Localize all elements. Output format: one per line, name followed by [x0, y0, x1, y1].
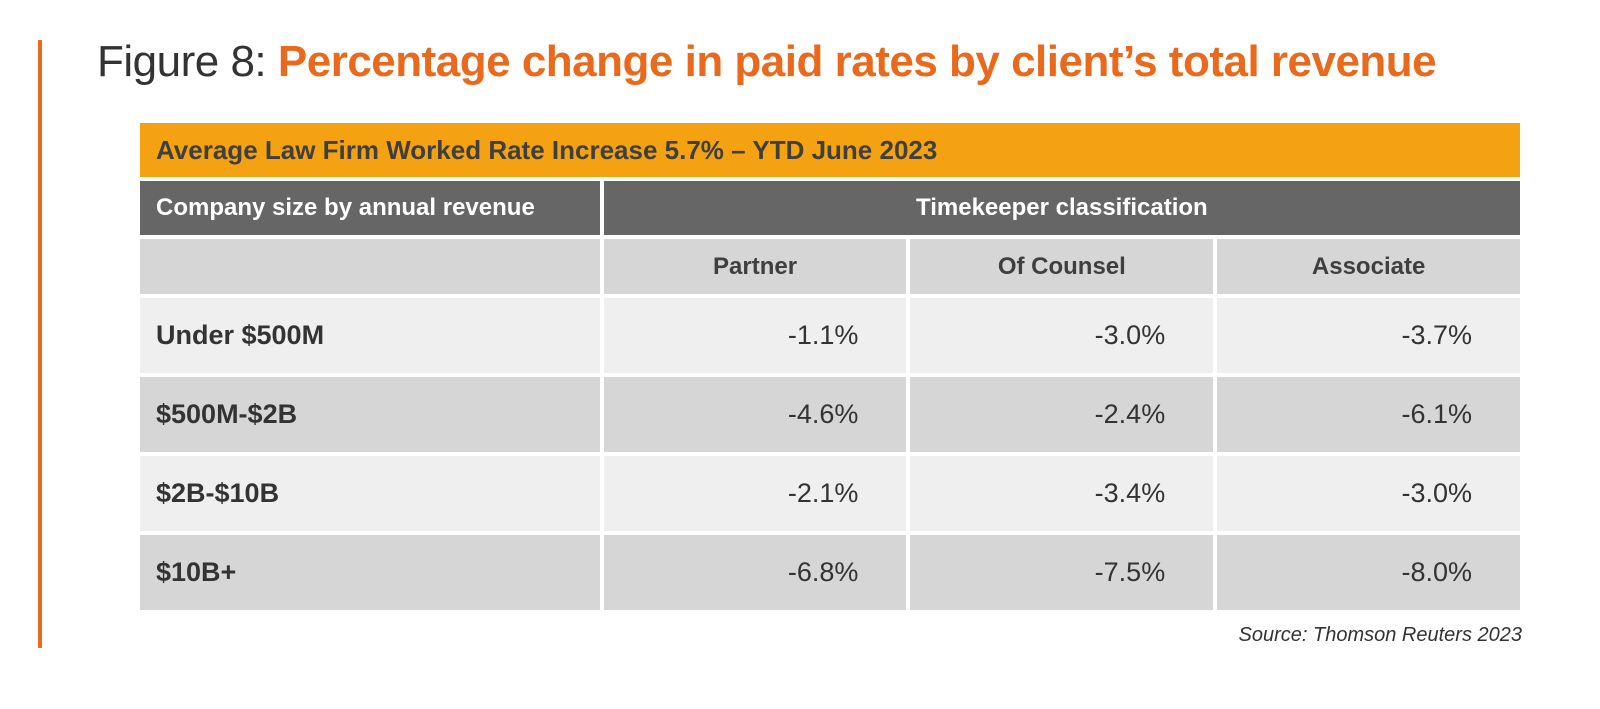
figure-title-text: Percentage change in paid rates by clien… — [277, 37, 1437, 86]
value-cell-of-counsel: -7.5% — [910, 535, 1214, 610]
header-row-columns: Partner Of Counsel Associate — [140, 239, 1520, 294]
table-row: $10B+ -6.8% -7.5% -8.0% — [140, 535, 1521, 610]
empty-header-cell — [140, 239, 600, 294]
value-cell-of-counsel: -3.0% — [910, 298, 1214, 373]
row-label: Under $500M — [140, 298, 600, 373]
column-header-partner: Partner — [603, 239, 907, 294]
column-group-label: Timekeeper classification — [603, 181, 1520, 235]
value-cell-partner: -1.1% — [603, 298, 907, 373]
table-row: $2B-$10B -2.1% -3.4% -3.0% — [140, 456, 1521, 531]
header-row-group: Company size by annual revenue Timekeepe… — [140, 181, 1520, 235]
table-row: Under $500M -1.1% -3.0% -3.7% — [140, 298, 1521, 373]
row-header-label: Company size by annual revenue — [140, 181, 600, 235]
value-cell-associate: -3.7% — [1217, 298, 1521, 373]
value-cell-associate: -6.1% — [1217, 377, 1521, 452]
column-header-of-counsel: Of Counsel — [910, 239, 1214, 294]
table-row: $500M-$2B -4.6% -2.4% -6.1% — [140, 377, 1521, 452]
row-label: $2B-$10B — [140, 456, 600, 531]
value-cell-partner: -4.6% — [603, 377, 907, 452]
value-cell-associate: -3.0% — [1217, 456, 1521, 531]
column-header-associate: Associate — [1217, 239, 1520, 294]
value-cell-of-counsel: -3.4% — [910, 456, 1214, 531]
value-cell-associate: -8.0% — [1217, 535, 1521, 610]
value-cell-of-counsel: -2.4% — [910, 377, 1214, 452]
table-banner: Average Law Firm Worked Rate Increase 5.… — [140, 123, 1520, 177]
figure-title: Figure 8: Percentage change in paid rate… — [97, 34, 1437, 90]
row-label: $10B+ — [140, 535, 600, 610]
figure-number: Figure 8: — [97, 37, 278, 86]
row-label: $500M-$2B — [140, 377, 600, 452]
rates-table: Average Law Firm Worked Rate Increase 5.… — [140, 123, 1521, 610]
source-note: Source: Thomson Reuters 2023 — [1238, 624, 1523, 646]
value-cell-partner: -2.1% — [603, 456, 907, 531]
accent-bar — [38, 40, 42, 648]
value-cell-partner: -6.8% — [603, 535, 907, 610]
